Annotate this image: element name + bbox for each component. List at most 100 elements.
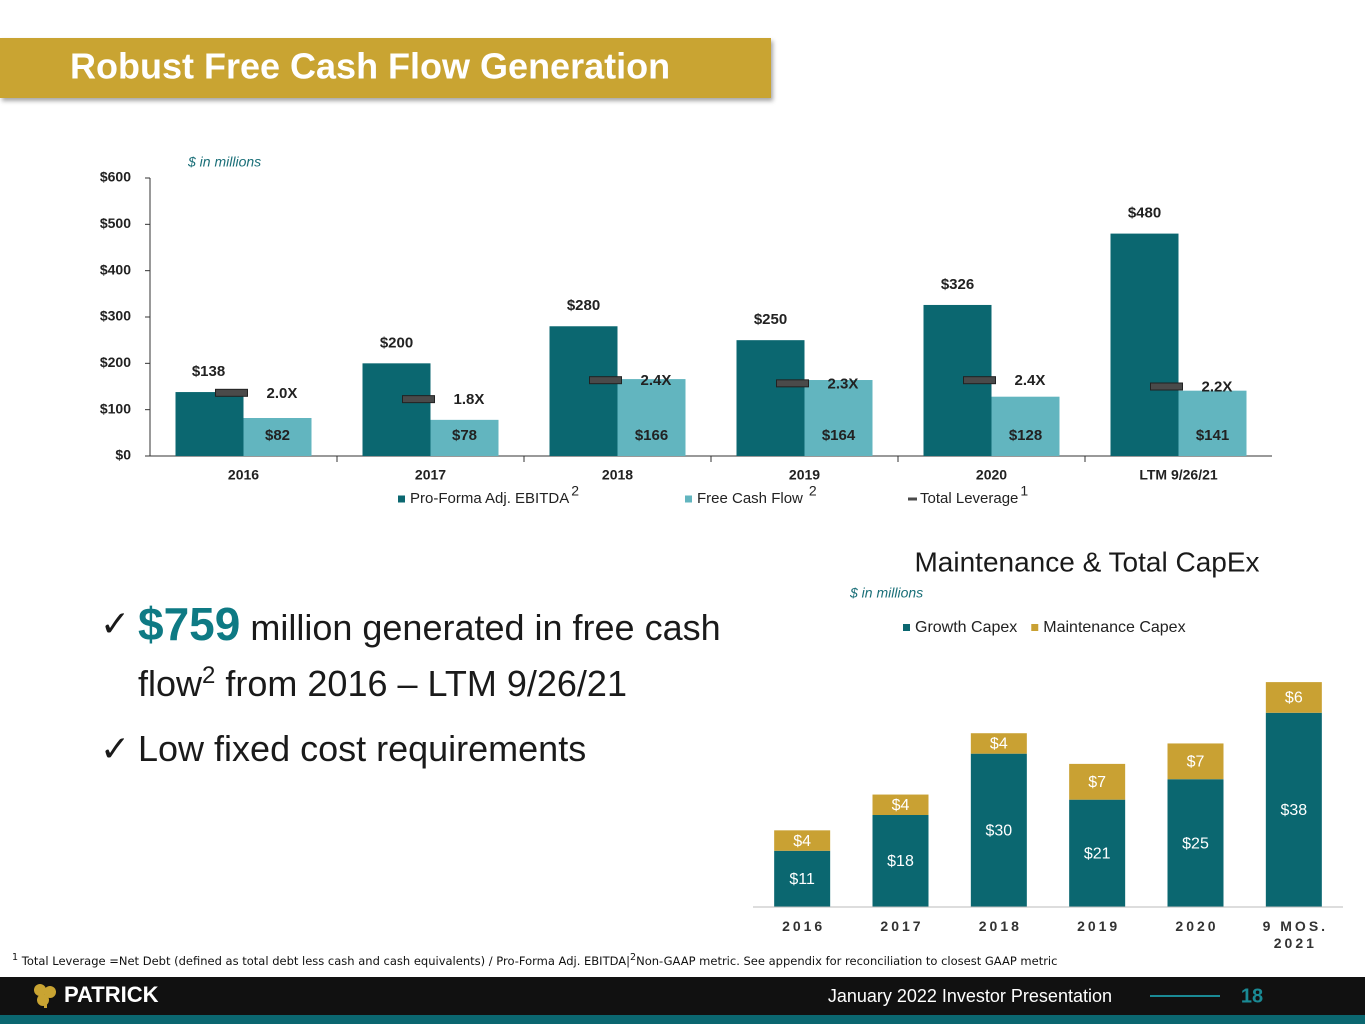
value-label: $480 [1128,205,1161,222]
y-tick-label: $300 [100,308,131,324]
value-label: $164 [822,427,856,444]
legend-label: Growth Capex [915,619,1017,636]
legend-marker [1031,624,1039,631]
legend-note: 2 [809,483,817,499]
leverage-marker [215,388,248,397]
leverage-marker [402,395,435,404]
legend-marker [685,495,692,503]
bar-segment [1167,779,1224,907]
bar-segment [970,733,1027,754]
value-label: $128 [1009,427,1042,444]
x-tick-label: 2017 [415,467,446,483]
value-label: $11 [789,871,815,888]
leverage-label: 2.2X [1202,378,1233,395]
chart-subtitle: $ in millions [849,585,923,601]
bar-segment [872,794,929,815]
y-tick-label: $400 [100,261,131,277]
bar [430,419,499,456]
bar-segment [774,850,831,907]
footnote-text: Total Leverage =Net Debt (defined as tot… [21,953,630,968]
legend-marker [903,624,910,631]
leverage-label: 1.8X [454,391,485,408]
x-tick-label: LTM 9/26/21 [1139,467,1218,483]
leverage-marker [776,379,809,388]
bar [549,326,618,456]
value-label: $138 [192,363,225,380]
bullet-text: million generated in free cash flow [138,607,721,704]
leverage-marker [963,376,996,385]
highlight: $759 [138,598,241,650]
leverage-label: 2.0X [267,385,298,402]
slide-title: Robust Free Cash Flow Generation [70,46,670,87]
value-label: $326 [941,276,974,293]
value-label: $38 [1280,802,1307,819]
bar-segment [774,830,831,851]
check: ✓ [100,603,131,644]
leverage-label: 2.4X [641,372,672,389]
bullet-text: Low fixed cost requirements [138,728,587,769]
bar [736,340,805,456]
legend-label: Maintenance Capex [1043,619,1185,636]
x-tick-label: 2016 [228,467,259,483]
value-label: $280 [567,297,600,314]
bar [804,380,873,456]
y-tick-label: $200 [100,354,131,370]
bar-segment [1069,799,1126,907]
value-label: $4 [793,833,811,850]
x-tick-label: 2020 [976,467,1007,483]
bullet-sup: 2 [202,662,216,689]
x-tick-label: 2019 [1077,918,1121,934]
logo-icon [34,984,56,1008]
footnote: 1 Total Leverage =Net Debt (defined as t… [12,952,1057,968]
value-label: $30 [985,823,1012,840]
value-label: $141 [1196,427,1229,444]
page-number: 18 [1241,985,1263,1007]
x-tick-label: 2017 [880,918,924,934]
y-tick-label: $0 [115,447,131,463]
bar-segment [970,753,1027,907]
bullet-text: from 2016 – LTM 9/26/21 [225,663,627,704]
value-label: $4 [990,736,1008,753]
bar [175,392,244,456]
legend-marker [908,497,917,501]
bar-segment [1265,712,1322,907]
x-tick-label: 2018 [602,467,633,483]
value-label: $18 [887,853,914,870]
chart-title: Maintenance & Total CapEx [914,546,1259,577]
bar [362,363,431,456]
footnote-mark: 2 [630,952,637,963]
x-tick-label: 2020 [1175,918,1219,934]
check: ✓ [100,728,131,769]
value-label: $200 [380,334,413,351]
bar-segment [1069,763,1126,800]
leverage-marker [589,376,622,385]
footer-strip [0,1015,1365,1024]
value-label: $25 [1182,835,1209,852]
title-banner [0,38,771,98]
y-tick-label: $100 [100,400,131,416]
bar-segment [1265,682,1322,713]
leverage-label: 2.3X [828,375,859,392]
legend-note: 1 [1020,483,1028,499]
bar-segment [1167,743,1224,780]
bar [617,379,686,456]
footer-bar [0,977,1365,1015]
x-tick-label: 2018 [978,918,1022,934]
legend-label: Pro-Forma Adj. EBITDA [410,490,569,507]
bar [1110,233,1179,456]
y-tick-label: $500 [100,215,131,231]
legend-label: Total Leverage [920,490,1018,507]
footnote-text: Non-GAAP metric. See appendix for reconc… [636,953,1058,968]
bullet: ✓ $759 million generated in free cash flo… [100,600,758,708]
chart-subtitle: $ in millions [187,154,261,170]
x-tick-label: 2019 [789,467,820,483]
x-tick-label: 9 MOS. 2021 [1262,918,1329,951]
legend-marker [398,495,405,503]
footnote-mark: 1 [12,952,19,963]
footer-event: January 2022 Investor Presentation [828,986,1112,1006]
value-label: $6 [1285,690,1303,707]
value-label: $4 [892,797,910,814]
bar [243,418,312,456]
